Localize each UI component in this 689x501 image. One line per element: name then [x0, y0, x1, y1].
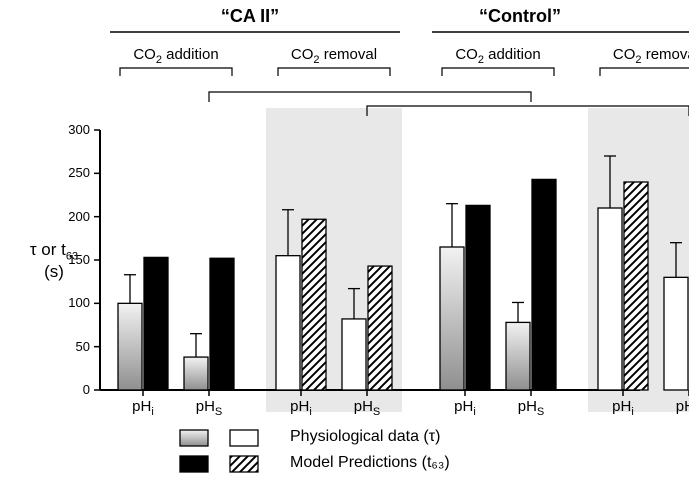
bar-phys: [184, 357, 208, 390]
subheader: CO2 addition: [438, 46, 558, 66]
category-label: pHS: [667, 398, 689, 418]
y-tick-label: 100: [60, 295, 90, 310]
bar-phys: [342, 319, 366, 390]
y-tick-label: 150: [60, 252, 90, 267]
panel-header-left: “CA II”: [150, 6, 350, 27]
legend-model: Model Predictions (t₆₃): [290, 454, 450, 472]
bar-model: [144, 257, 168, 390]
chart-container: “CA II” “Control” τ or t63 (s) CO2 addit…: [0, 0, 689, 501]
bar-phys: [598, 208, 622, 390]
category-label: pHS: [187, 398, 231, 418]
bar-phys: [664, 277, 688, 390]
y-tick-label: 200: [60, 209, 90, 224]
bar-model: [368, 266, 392, 390]
y-tick-label: 250: [60, 165, 90, 180]
bar-model: [466, 205, 490, 390]
y-tick-label: 50: [60, 339, 90, 354]
category-label: pHS: [509, 398, 553, 418]
subheader: CO2 removal: [596, 46, 689, 66]
bar-model: [532, 179, 556, 390]
category-label: pHi: [601, 398, 645, 418]
category-label: pHi: [279, 398, 323, 418]
y-tick-label: 0: [60, 382, 90, 397]
bar-phys: [118, 303, 142, 390]
y-tick-label: 300: [60, 122, 90, 137]
chart-svg: [0, 0, 689, 501]
bar-model: [624, 182, 648, 390]
panel-header-right: “Control”: [420, 6, 620, 27]
bar-phys: [276, 256, 300, 390]
legend-phys: Physiological data (τ): [290, 428, 440, 446]
subheader: CO2 addition: [116, 46, 236, 66]
category-label: pHS: [345, 398, 389, 418]
bar-model: [302, 219, 326, 390]
category-label: pHi: [443, 398, 487, 418]
subheader: CO2 removal: [274, 46, 394, 66]
bar-phys: [506, 322, 530, 390]
category-label: pHi: [121, 398, 165, 418]
bar-model: [210, 258, 234, 390]
bar-phys: [440, 247, 464, 390]
